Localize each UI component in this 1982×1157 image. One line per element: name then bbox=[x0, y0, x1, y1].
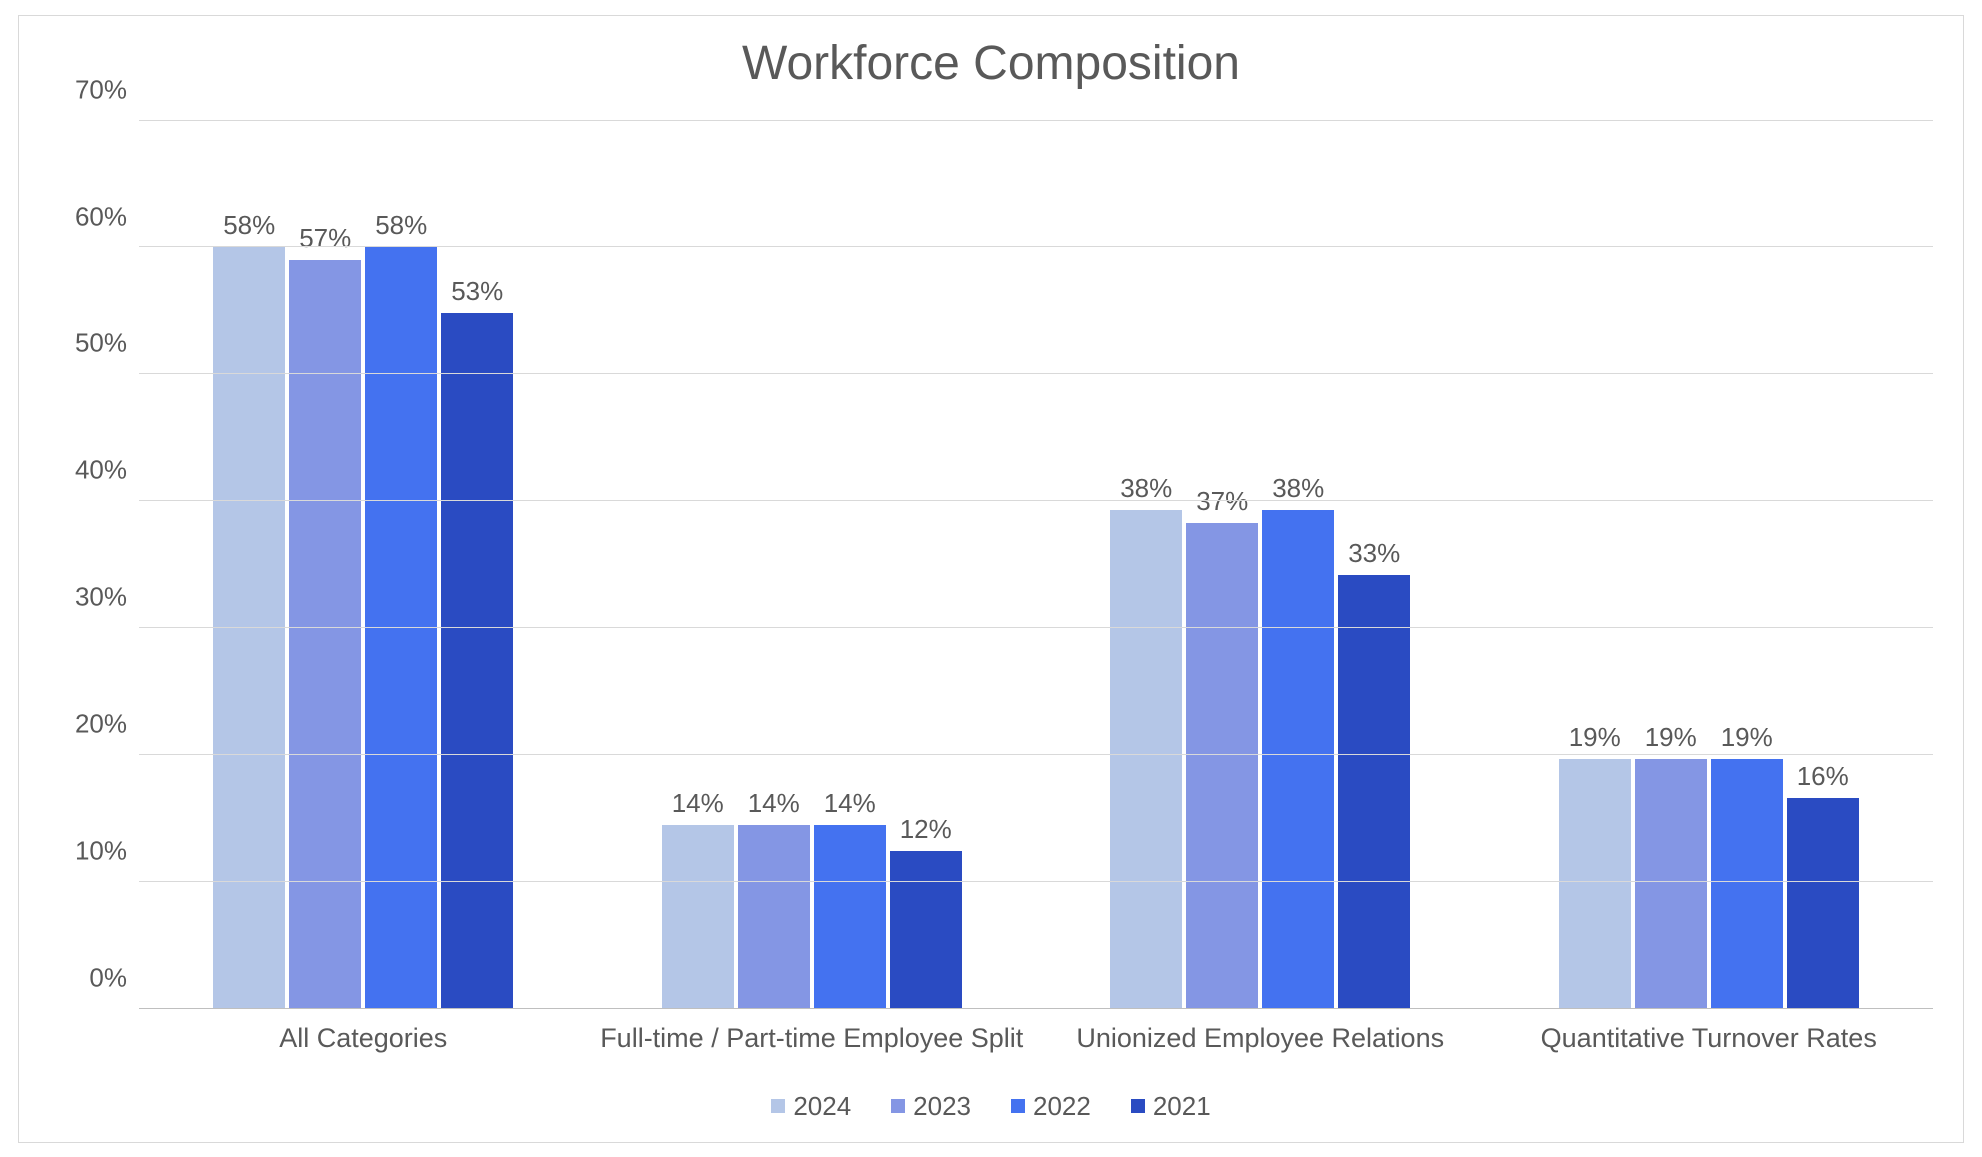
gridline bbox=[139, 120, 1933, 121]
legend: 2024 2023 2022 2021 bbox=[49, 1091, 1933, 1122]
bar-data-label: 12% bbox=[900, 814, 952, 845]
bar-group: 19% 19% 19% 16% bbox=[1485, 722, 1934, 1008]
bar-wrap: 38% bbox=[1110, 473, 1182, 1009]
x-axis-spacer bbox=[49, 1021, 139, 1056]
bar-wrap: 38% bbox=[1262, 473, 1334, 1009]
x-axis-label: Quantitative Turnover Rates bbox=[1485, 1021, 1934, 1056]
legend-label: 2023 bbox=[913, 1091, 971, 1122]
legend-label: 2022 bbox=[1033, 1091, 1091, 1122]
bar bbox=[1559, 759, 1631, 1008]
chart-container: Workforce Composition 0% 10% 20% 30% 40% 50% 6… bbox=[18, 15, 1964, 1143]
bar bbox=[1787, 798, 1859, 1008]
bar bbox=[1186, 523, 1258, 1009]
x-axis-labels: All CategoriesFull-time / Part-time Empl… bbox=[139, 1021, 1933, 1056]
bar-wrap: 14% bbox=[738, 788, 810, 1009]
bar-data-label: 19% bbox=[1721, 722, 1773, 753]
bar-data-label: 33% bbox=[1348, 538, 1400, 569]
gridline bbox=[139, 627, 1933, 628]
bar-groups: 58%57%58%53%14%14%14%12%38%37%38%33%19%1… bbox=[139, 121, 1933, 1009]
bar-group: 38% 37% 38% 33% bbox=[1036, 473, 1485, 1009]
legend-item: 2024 bbox=[771, 1091, 851, 1122]
bar-group: 58% 57% 58% 53% bbox=[139, 210, 588, 1008]
bar-group: 14% 14% 14% 12% bbox=[588, 788, 1037, 1009]
y-tick-label: 20% bbox=[75, 709, 127, 740]
x-axis-row: All CategoriesFull-time / Part-time Empl… bbox=[49, 1021, 1933, 1056]
y-tick-label: 40% bbox=[75, 455, 127, 486]
legend-swatch bbox=[1011, 1099, 1025, 1113]
bar-wrap: 37% bbox=[1186, 486, 1258, 1009]
bar-wrap: 12% bbox=[890, 814, 962, 1009]
y-tick-label: 30% bbox=[75, 582, 127, 613]
x-axis-label: Full-time / Part-time Employee Split bbox=[588, 1021, 1037, 1056]
bar-data-label: 58% bbox=[375, 210, 427, 241]
legend-label: 2021 bbox=[1153, 1091, 1211, 1122]
bar-data-label: 38% bbox=[1120, 473, 1172, 504]
bar-data-label: 53% bbox=[451, 276, 503, 307]
gridline bbox=[139, 373, 1933, 374]
bar bbox=[1338, 575, 1410, 1008]
bar bbox=[1711, 759, 1783, 1008]
bar-wrap: 53% bbox=[441, 276, 513, 1009]
x-axis-label: All Categories bbox=[139, 1021, 588, 1056]
bar-data-label: 38% bbox=[1272, 473, 1324, 504]
bar bbox=[662, 825, 734, 1009]
gridline bbox=[139, 500, 1933, 501]
y-tick-label: 50% bbox=[75, 328, 127, 359]
gridline bbox=[139, 881, 1933, 882]
bar-wrap: 58% bbox=[213, 210, 285, 1008]
bar-wrap: 19% bbox=[1559, 722, 1631, 1008]
chart-title: Workforce Composition bbox=[49, 36, 1933, 91]
bar-data-label: 37% bbox=[1196, 486, 1248, 517]
y-axis: 0%10%20%30%40%50%60%70% bbox=[49, 121, 139, 1010]
bar bbox=[738, 825, 810, 1009]
bar-wrap: 19% bbox=[1711, 722, 1783, 1008]
bar-wrap: 57% bbox=[289, 223, 361, 1008]
bar-wrap: 16% bbox=[1787, 761, 1859, 1008]
bar bbox=[1635, 759, 1707, 1008]
bar-wrap: 33% bbox=[1338, 538, 1410, 1008]
bar-data-label: 19% bbox=[1569, 722, 1621, 753]
legend-label: 2024 bbox=[793, 1091, 851, 1122]
legend-item: 2021 bbox=[1131, 1091, 1211, 1122]
bar-data-label: 14% bbox=[824, 788, 876, 819]
bar bbox=[1110, 510, 1182, 1009]
y-tick-label: 70% bbox=[75, 74, 127, 105]
legend-swatch bbox=[891, 1099, 905, 1113]
bar-wrap: 58% bbox=[365, 210, 437, 1008]
y-tick-label: 10% bbox=[75, 836, 127, 867]
bar-wrap: 14% bbox=[662, 788, 734, 1009]
bar-wrap: 14% bbox=[814, 788, 886, 1009]
bar bbox=[1262, 510, 1334, 1009]
bar-data-label: 14% bbox=[748, 788, 800, 819]
gridline bbox=[139, 754, 1933, 755]
bar-data-label: 19% bbox=[1645, 722, 1697, 753]
bar-data-label: 57% bbox=[299, 223, 351, 254]
bar-data-label: 58% bbox=[223, 210, 275, 241]
bar bbox=[890, 851, 962, 1009]
legend-swatch bbox=[1131, 1099, 1145, 1113]
legend-item: 2023 bbox=[891, 1091, 971, 1122]
bar-data-label: 14% bbox=[672, 788, 724, 819]
y-tick-label: 60% bbox=[75, 201, 127, 232]
y-tick-label: 0% bbox=[89, 963, 127, 994]
bar-wrap: 19% bbox=[1635, 722, 1707, 1008]
plot-row: 0%10%20%30%40%50%60%70% 58%57%58%53%14%1… bbox=[49, 121, 1933, 1010]
legend-item: 2022 bbox=[1011, 1091, 1091, 1122]
bar-data-label: 16% bbox=[1797, 761, 1849, 792]
x-axis-label: Unionized Employee Relations bbox=[1036, 1021, 1485, 1056]
plot-area: 58%57%58%53%14%14%14%12%38%37%38%33%19%1… bbox=[139, 121, 1933, 1010]
gridline bbox=[139, 246, 1933, 247]
bar bbox=[814, 825, 886, 1009]
bar bbox=[441, 313, 513, 1009]
legend-swatch bbox=[771, 1099, 785, 1113]
